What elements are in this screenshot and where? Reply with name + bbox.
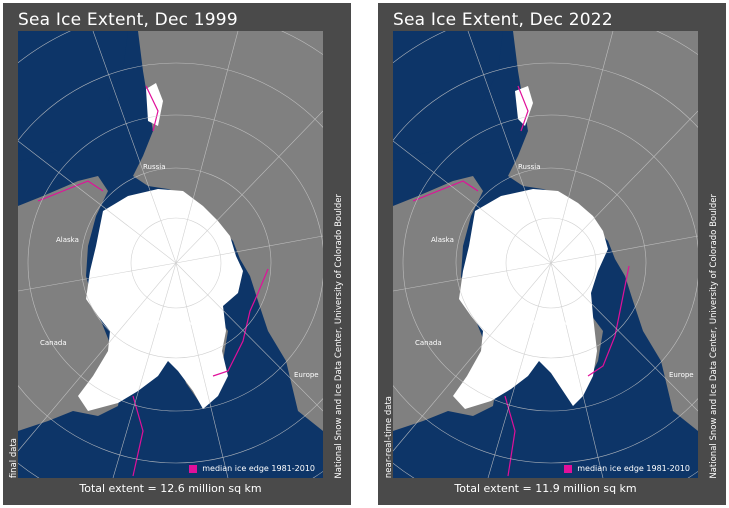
land-north-america	[18, 176, 123, 431]
credit-text: National Snow and Ice Data Center, Unive…	[334, 194, 344, 479]
total-extent: Total extent = 12.6 million sq km	[79, 482, 262, 495]
median-ice-edge-line	[37, 85, 269, 477]
sea-ice-map: Russia Alaska Canada Greenland Europe me…	[18, 31, 323, 478]
legend-label: median ice edge 1981-2010	[202, 464, 315, 473]
label-greenland: Greenland	[533, 319, 570, 327]
credit-text: National Snow and Ice Data Center, Unive…	[709, 194, 719, 479]
total-extent: Total extent = 11.9 million sq km	[454, 482, 637, 495]
label-europe: Europe	[294, 371, 319, 379]
median-ice-edge-line	[412, 85, 630, 477]
sea-ice-map: Russia Alaska Canada Greenland Europe me…	[393, 31, 698, 478]
graticule	[393, 31, 698, 478]
map-legend: median ice edge 1981-2010	[564, 464, 690, 473]
label-canada: Canada	[415, 339, 442, 347]
sea-ice-okhotsk	[515, 86, 533, 126]
land-north-america	[393, 176, 498, 431]
data-status: final data	[9, 437, 19, 478]
graticule	[18, 31, 323, 478]
map-legend: median ice edge 1981-2010	[189, 464, 315, 473]
legend-swatch	[564, 464, 573, 473]
ocean-pacific	[393, 31, 503, 161]
map-graphic	[393, 31, 698, 478]
label-europe: Europe	[669, 371, 694, 379]
legend-label: median ice edge 1981-2010	[577, 464, 690, 473]
map-panel-2022: Sea Ice Extent, Dec 2022	[378, 3, 726, 505]
label-russia: Russia	[143, 163, 166, 171]
land-eurasia	[133, 31, 323, 431]
label-russia: Russia	[518, 163, 541, 171]
panel-title: Sea Ice Extent, Dec 2022	[393, 10, 613, 30]
label-alaska: Alaska	[56, 236, 79, 244]
map-panel-1999: Sea Ice Extent, Dec 1999	[3, 3, 351, 505]
label-greenland: Greenland	[158, 319, 195, 327]
legend-swatch	[189, 464, 198, 473]
ocean-pacific	[18, 31, 128, 161]
panel-title: Sea Ice Extent, Dec 1999	[18, 10, 238, 30]
map-graphic	[18, 31, 323, 478]
label-alaska: Alaska	[431, 236, 454, 244]
label-canada: Canada	[40, 339, 67, 347]
sea-ice-extent	[78, 189, 243, 411]
data-status: near-real-time data	[384, 395, 394, 478]
